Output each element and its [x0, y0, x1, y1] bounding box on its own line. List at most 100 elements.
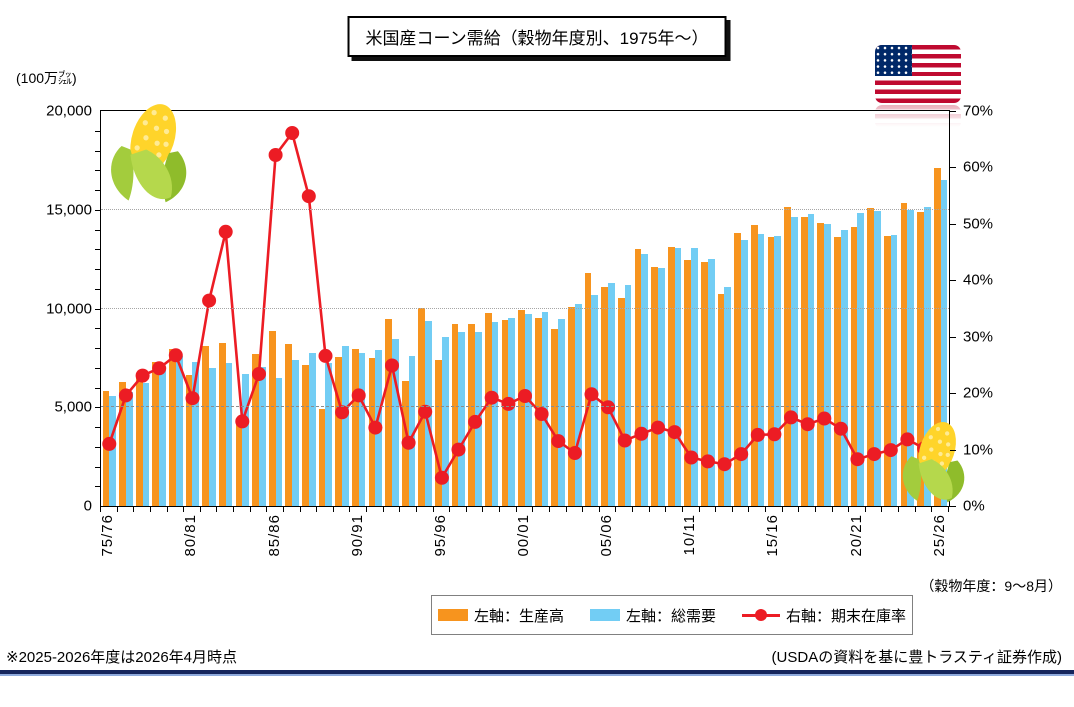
bar-production — [484, 313, 492, 506]
bar-group — [284, 111, 301, 506]
left-axis-tick — [95, 130, 100, 132]
bar-production — [385, 318, 392, 506]
ratio-line-point — [717, 457, 732, 472]
x-axis-tick — [249, 507, 251, 512]
bar-production — [351, 349, 359, 506]
legend-label-stocks-ratio: 右軸：期末在庫率 — [786, 607, 907, 625]
bar-demand — [641, 254, 649, 506]
bar-production — [268, 330, 276, 506]
x-axis-tick — [864, 507, 866, 512]
x-axis-tick — [698, 507, 700, 512]
bar-group — [184, 111, 201, 506]
x-axis-label: 10/11 — [681, 514, 699, 556]
x-axis-tick — [366, 507, 368, 512]
ratio-line-point — [867, 447, 882, 462]
bar-production — [252, 354, 259, 506]
left-axis-tick — [95, 387, 100, 389]
ratio-line-point — [700, 454, 715, 469]
bar-production — [335, 357, 343, 506]
x-axis-tick — [781, 507, 783, 512]
x-axis-tick — [183, 507, 185, 512]
left-axis-label: 15,000 — [46, 201, 92, 219]
bar-demand — [275, 377, 283, 506]
us-flag-image — [875, 45, 961, 103]
right-axis-tick — [950, 449, 956, 451]
x-axis-tick — [432, 507, 434, 512]
right-axis-label: 70% — [963, 102, 994, 120]
right-axis-label: 0% — [963, 497, 985, 515]
ratio-line-point — [750, 427, 765, 442]
ratio-line-point — [468, 414, 483, 429]
bar-demand — [292, 360, 299, 506]
bar-production — [318, 408, 326, 506]
bar-demand — [807, 213, 815, 506]
x-axis-tick — [382, 507, 384, 512]
bar-production — [867, 208, 875, 506]
bar-production — [218, 343, 226, 506]
ratio-line-point — [734, 447, 749, 462]
ratio-line-point — [601, 400, 616, 415]
ratio-line-point — [285, 126, 300, 140]
right-axis-label: 20% — [963, 384, 994, 402]
x-axis-label: 90/91 — [348, 514, 366, 557]
x-axis-tick — [731, 507, 733, 512]
x-axis-tick — [948, 507, 949, 512]
x-axis-label: 15/16 — [764, 514, 782, 557]
plot-area — [100, 110, 950, 507]
left-axis-tick — [95, 229, 100, 231]
legend-label-production: 左軸：生産高 — [473, 607, 564, 625]
right-axis-label: 10% — [963, 441, 994, 459]
bar-demand — [657, 267, 665, 506]
bar-group — [616, 111, 633, 506]
bar-demand — [674, 247, 682, 506]
gridline — [101, 307, 949, 309]
right-axis-tick — [950, 336, 956, 338]
bar-group — [683, 111, 700, 506]
x-axis-tick — [415, 507, 417, 512]
ratio-line-point — [268, 148, 283, 162]
bar-demand — [840, 230, 848, 506]
bar-group — [749, 111, 766, 506]
bar-demand — [242, 373, 250, 506]
left-axis-tick — [95, 288, 100, 290]
bar-demand — [308, 352, 316, 506]
bar-production — [435, 359, 442, 506]
bar-production — [701, 261, 708, 506]
left-axis-tick — [95, 466, 100, 468]
x-axis-tick — [831, 507, 833, 512]
x-axis-tick — [166, 507, 168, 512]
bar-group — [217, 111, 234, 506]
ratio-line-point — [651, 420, 665, 435]
left-axis-tick — [95, 427, 100, 428]
bar-demand — [142, 383, 150, 506]
x-axis-tick — [881, 507, 883, 512]
bar-demand — [691, 248, 698, 506]
ratio-line-point — [168, 348, 183, 363]
left-axis-unit-label: (100万㌴) — [16, 70, 77, 86]
x-axis-label: 05/06 — [598, 514, 616, 557]
left-axis-tick — [95, 150, 100, 152]
ratio-line-point — [252, 367, 266, 381]
bottom-divider — [0, 670, 1074, 676]
bar-production — [767, 237, 775, 506]
x-axis-tick — [665, 507, 667, 512]
bar-demand — [175, 355, 183, 506]
bar-group — [716, 111, 733, 506]
bar-group — [151, 111, 168, 506]
ratio-line-point — [401, 435, 416, 450]
us-flag-reflection — [875, 105, 961, 129]
left-axis-tick — [95, 269, 100, 270]
ratio-line-point — [235, 414, 250, 429]
ratio-line-point — [567, 446, 582, 460]
right-axis-tick — [950, 167, 956, 169]
bar-production — [634, 248, 642, 506]
bar-demand — [790, 216, 798, 506]
x-axis-tick — [499, 507, 501, 512]
bar-group — [301, 111, 318, 506]
bar-demand — [491, 322, 499, 506]
bar-demand — [741, 240, 748, 506]
x-axis-tick — [199, 507, 201, 512]
bar-demand — [408, 355, 416, 506]
x-axis-tick — [282, 507, 284, 512]
bar-production — [667, 247, 675, 506]
